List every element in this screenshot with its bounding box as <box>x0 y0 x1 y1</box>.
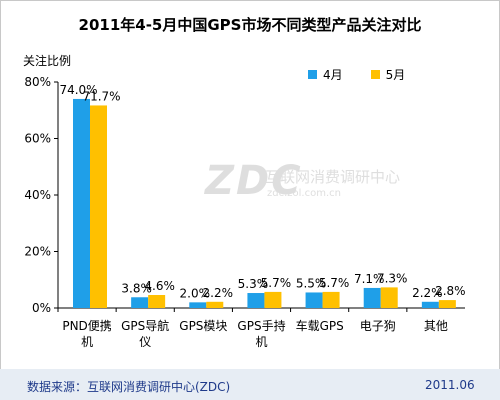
category-label: GPS手持 <box>237 318 285 333</box>
category-label: GPS模块 <box>179 319 227 333</box>
data-label-april: 2.0% <box>180 286 211 300</box>
data-label-april: 3.8% <box>121 281 152 295</box>
legend: 4月 5月 <box>308 66 433 83</box>
bar-may <box>322 291 340 308</box>
y-axis-label: 关注比例 <box>23 54 72 68</box>
legend-item-april: 4月 <box>308 66 343 83</box>
legend-swatch-april <box>308 70 317 79</box>
category-label: 电子狗 <box>360 319 396 333</box>
bar-april <box>73 98 90 308</box>
bar-april <box>363 287 381 308</box>
data-label-may: 7.3% <box>377 271 408 285</box>
legend-item-may: 5月 <box>370 66 406 83</box>
data-label-april: 74.0% <box>59 83 97 97</box>
footer-source: 数据来源：互联网消费调研中心(ZDC) <box>27 380 231 394</box>
footer-bar <box>0 369 500 400</box>
data-label-may: 2.2% <box>203 286 234 300</box>
data-label-april: 5.5% <box>296 276 327 290</box>
y-tick-label: 40% <box>24 188 51 202</box>
data-label-april: 2.2% <box>412 286 443 300</box>
category-label: PND便携 <box>62 318 111 333</box>
category-label: 机 <box>81 335 93 349</box>
data-label-april: 7.1% <box>354 272 385 286</box>
bar-april <box>247 293 265 308</box>
y-tick-label: 0% <box>32 301 51 315</box>
y-tick-label: 80% <box>24 75 51 89</box>
data-label-may: 4.6% <box>144 279 175 293</box>
category-label: 车载GPS <box>296 318 344 333</box>
bar-may <box>438 300 456 308</box>
y-tick-label: 20% <box>24 245 51 259</box>
bar-april <box>131 297 149 308</box>
data-label-may: 5.7% <box>261 276 292 290</box>
bar-may <box>90 105 107 308</box>
chart-title: 2011年4-5月中国GPS市场不同类型产品关注对比 <box>78 16 422 34</box>
data-label-may: 5.7% <box>319 276 350 290</box>
bar-april <box>305 292 323 308</box>
y-tick-label: 60% <box>24 132 51 146</box>
bar-april <box>421 301 439 308</box>
bar-may <box>206 301 224 308</box>
data-label-may: 71.7% <box>82 89 120 103</box>
bar-may <box>148 295 166 308</box>
bar-may <box>380 287 398 308</box>
legend-label-may: 5月 <box>385 68 406 82</box>
category-label: GPS导航 <box>121 318 169 333</box>
legend-swatch-may <box>370 70 380 79</box>
bar-april <box>189 302 207 308</box>
legend-label-april: 4月 <box>323 68 343 82</box>
category-label: 机 <box>255 335 267 349</box>
data-label-april: 5.3% <box>238 277 269 291</box>
bar-may <box>264 291 282 308</box>
footer-date: 2011.06 <box>425 378 475 392</box>
category-label: 仪 <box>139 335 151 349</box>
data-label-may: 2.8% <box>435 284 466 298</box>
category-label: 其他 <box>424 319 448 333</box>
